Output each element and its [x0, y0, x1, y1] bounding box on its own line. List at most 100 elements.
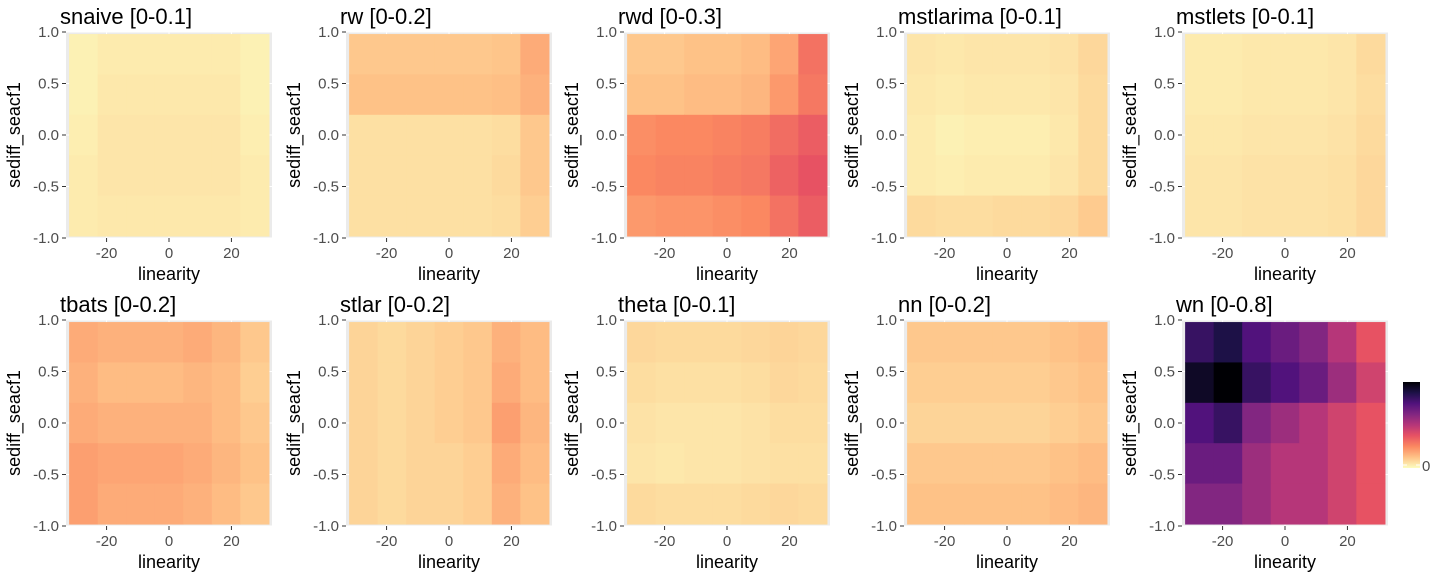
heatmap-cell — [349, 362, 379, 404]
heatmap-cell — [907, 34, 937, 76]
heatmap-cell — [126, 114, 156, 156]
heatmap-cell — [935, 155, 965, 197]
heatmap-cell — [97, 362, 127, 404]
heatmap-cell — [1049, 402, 1079, 444]
heatmap-cell — [434, 443, 464, 485]
y-axis-label: sediff_seacf1 — [1120, 370, 1141, 476]
heatmap-cell — [1270, 483, 1300, 525]
heatmap-cell — [1049, 155, 1079, 197]
y-axis-label: sediff_seacf1 — [842, 370, 863, 476]
heatmap-cell — [126, 362, 156, 404]
heatmap-cell — [97, 195, 127, 237]
y-tick-label: 0.5 — [876, 76, 897, 93]
heatmap-cell — [712, 114, 742, 156]
heatmap-cell — [1213, 483, 1243, 525]
heatmap-cell — [126, 322, 156, 364]
heatmap-cell — [377, 155, 407, 197]
y-tick-label: 0.5 — [876, 364, 897, 381]
heatmap-cell — [1021, 34, 1051, 76]
heatmap-cell — [463, 402, 493, 444]
heatmap-cell — [1270, 114, 1300, 156]
heatmap-cell — [964, 195, 994, 237]
heatmap-cell — [1299, 443, 1329, 485]
heatmap-cell — [798, 155, 828, 197]
y-tick-label: 0.5 — [596, 364, 617, 381]
heatmap-cell — [491, 322, 521, 364]
heatmap-cell — [907, 483, 937, 525]
heatmap-cell — [406, 322, 436, 364]
heatmap-cell — [741, 483, 771, 525]
x-tick-label: 20 — [1339, 245, 1356, 262]
y-tick-label: 0.0 — [596, 415, 617, 432]
heatmap-cell — [1185, 322, 1215, 364]
panel-title: rw [0-0.2] — [340, 4, 432, 29]
heatmap-cell — [126, 34, 156, 76]
heatmap-cell — [183, 443, 213, 485]
x-tick-label: -20 — [1212, 245, 1234, 262]
heatmap-cell — [798, 443, 828, 485]
heatmap-cell — [1327, 195, 1357, 237]
heatmap-cell — [1327, 402, 1357, 444]
x-tick-label: -20 — [1212, 533, 1234, 550]
heatmap-cell — [463, 34, 493, 76]
x-axis-label: linearity — [1254, 552, 1316, 572]
x-tick-label: 0 — [1003, 245, 1011, 262]
heatmap-cell — [520, 322, 550, 364]
heatmap-cell — [741, 322, 771, 364]
heatmap-cell — [69, 155, 99, 197]
heatmap-cell — [1078, 114, 1108, 156]
heatmap-cell — [1185, 74, 1215, 116]
y-tick-label: -1.0 — [591, 230, 617, 247]
heatmap-cell — [769, 114, 799, 156]
heatmap-cell — [1078, 322, 1108, 364]
heatmap-cell — [154, 114, 184, 156]
heatmap-cell — [1242, 34, 1272, 76]
heatmap-cell — [240, 74, 270, 116]
x-tick-label: 0 — [723, 533, 731, 550]
heatmap-cell — [520, 483, 550, 525]
heatmap-cell — [154, 34, 184, 76]
y-tick-label: -1.0 — [1149, 230, 1175, 247]
heatmap-cell — [798, 402, 828, 444]
heatmap-cell — [1078, 443, 1108, 485]
heatmap-cell — [1242, 402, 1272, 444]
heatmap-cell — [907, 195, 937, 237]
heatmap-cell — [684, 195, 714, 237]
heatmap-cell — [349, 443, 379, 485]
heatmap-cell — [1242, 155, 1272, 197]
panel-4: mstlets [0-0.1] -20 0 20 linearity -1.0 -0.5 0.… — [1120, 4, 1388, 284]
heatmap-cell — [1270, 195, 1300, 237]
x-tick-label: 0 — [1281, 245, 1289, 262]
x-tick-label: 20 — [503, 245, 520, 262]
heatmap-cell — [684, 402, 714, 444]
heatmap-cell — [1078, 155, 1108, 197]
heatmap-cell — [69, 362, 99, 404]
x-tick-label: 0 — [165, 245, 173, 262]
x-tick-label: -20 — [376, 533, 398, 550]
heatmap-cell — [126, 155, 156, 197]
y-tick-label: -0.5 — [313, 467, 339, 484]
panel-7: theta [0-0.1] -20 0 20 linearity -1.0 -0.5 0.0 0… — [562, 292, 830, 572]
heatmap-cell — [655, 155, 685, 197]
heatmap-cell — [377, 74, 407, 116]
heatmap-cell — [97, 74, 127, 116]
heatmap-cell — [349, 195, 379, 237]
heatmap-cell — [69, 402, 99, 444]
heatmap-cell — [1356, 362, 1386, 404]
heatmap-cell — [1213, 155, 1243, 197]
heatmap-cell — [655, 195, 685, 237]
heatmap-cell — [1270, 443, 1300, 485]
heatmap-cell — [964, 362, 994, 404]
y-tick-label: 0.0 — [596, 127, 617, 144]
heatmap-cell — [463, 114, 493, 156]
heatmap-cell — [126, 483, 156, 525]
x-tick-label: 20 — [1061, 533, 1078, 550]
heatmap-cell — [1356, 322, 1386, 364]
heatmap-cell — [491, 483, 521, 525]
heatmap-cell — [211, 362, 241, 404]
y-tick-label: -1.0 — [1149, 518, 1175, 535]
heatmap-cell — [1185, 114, 1215, 156]
heatmap-cell — [1021, 483, 1051, 525]
heatmap-cell — [1049, 443, 1079, 485]
